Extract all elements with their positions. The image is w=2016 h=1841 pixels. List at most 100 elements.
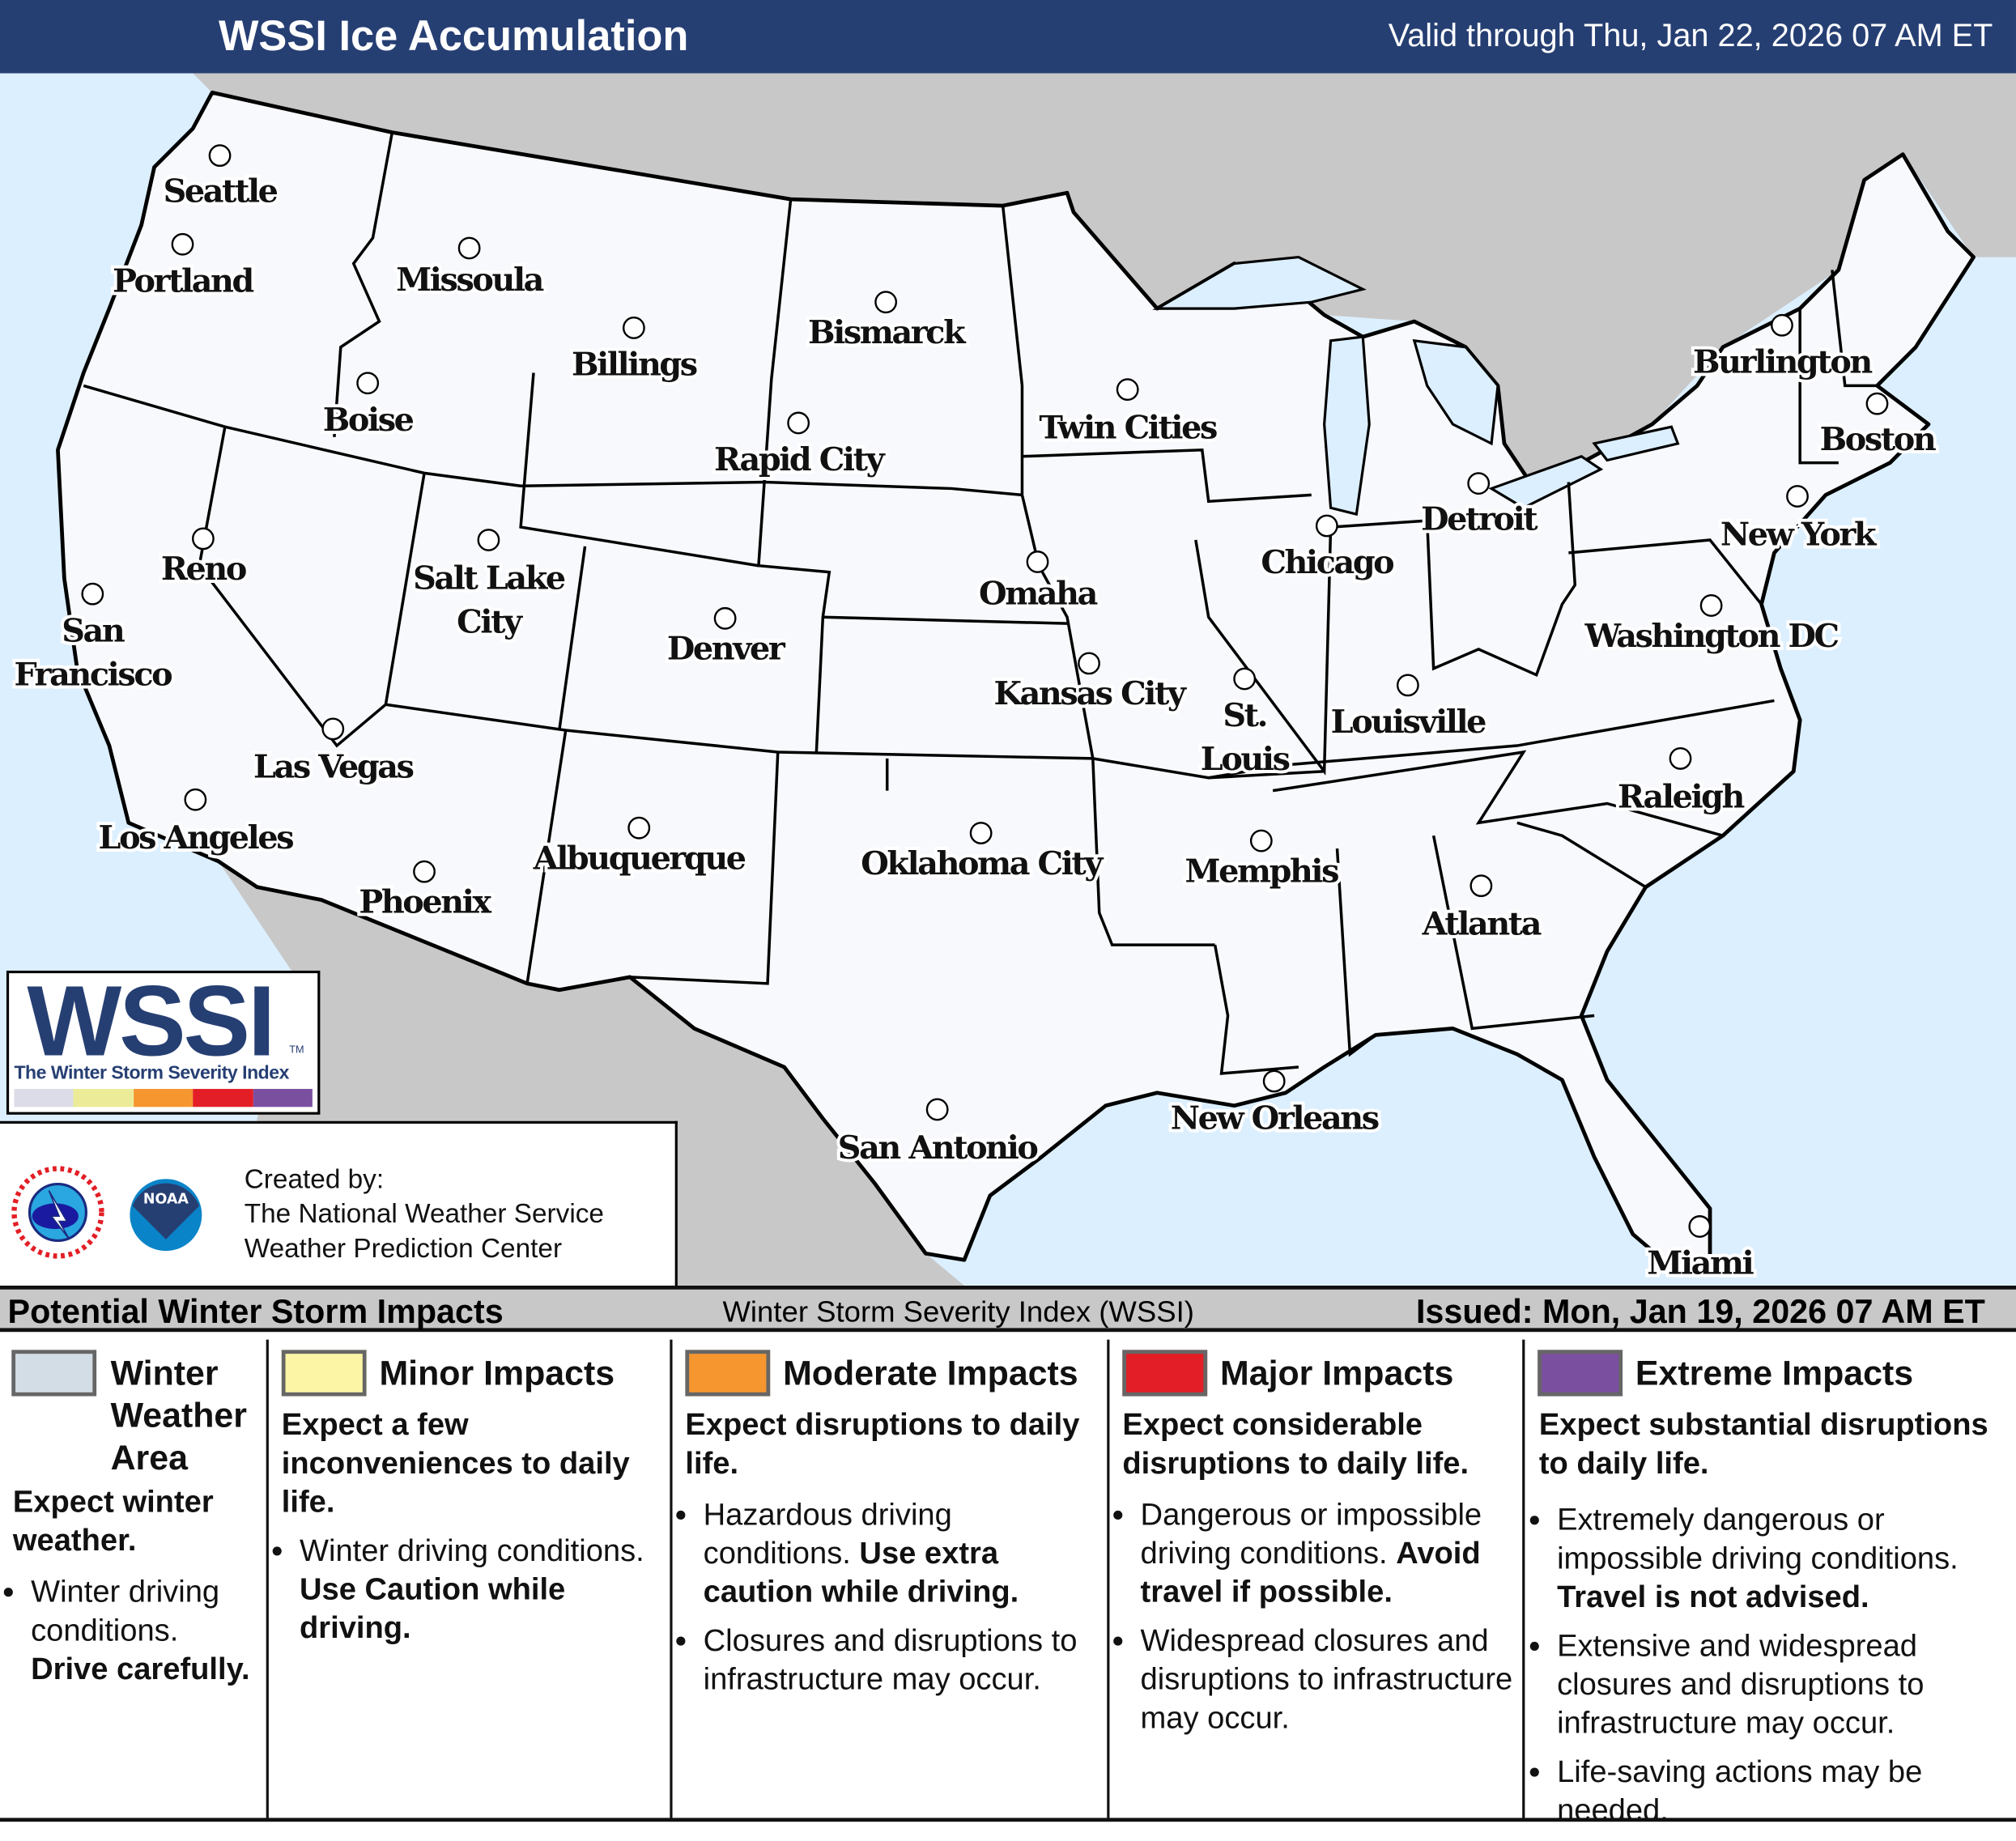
issued-time: Issued: Mon, Jan 19, 2026 07 AM ET [1415, 1291, 1985, 1331]
city-dot [1688, 1215, 1712, 1238]
city-san-francisco: San Francisco [11, 582, 177, 696]
city-phoenix: Phoenix [355, 860, 497, 924]
city-los-angeles: Los Angeles [96, 788, 299, 860]
legend-bullet: Life-saving actions may be needed. [1557, 1754, 2008, 1830]
city-dot [1669, 747, 1692, 770]
city-markers: Seattle Portland Missoula Billings Bismarck B… [11, 144, 1941, 1286]
city-san-antonio: San Antonio [835, 1098, 1043, 1170]
legend-title: Minor Impacts [379, 1354, 615, 1392]
city-boise: Boise [320, 372, 419, 442]
city-boston: Boston [1817, 392, 1941, 461]
city-label: Kansas City [993, 675, 1187, 712]
city-label: Billings [572, 347, 697, 384]
credit-text: Created by: The National Weather Service… [245, 1163, 604, 1267]
city-dot [1467, 472, 1491, 495]
legend-winter-weather: Winter Weather Area Expect winter weather.… [0, 1340, 266, 1818]
credit-line-3: Weather Prediction Center [244, 1234, 563, 1265]
city-dot [1249, 829, 1273, 852]
city-denver: Denver [664, 606, 791, 671]
city-dot [1233, 667, 1257, 691]
city-label: Albuquerque [533, 840, 746, 877]
city-rapid-city: Rapid City [711, 411, 891, 482]
city-dot [713, 606, 737, 630]
header-bar: WSSI Ice Accumulation Valid through Thu,… [0, 0, 2016, 76]
city-dot [1315, 514, 1338, 538]
city-missoula: Missoula [393, 236, 549, 302]
city-salt-lake-city: Salt Lake City [410, 529, 570, 644]
city-raleigh: Raleigh [1614, 747, 1750, 818]
legend-title: Moderate Impacts [783, 1354, 1078, 1392]
city-label: Denver [667, 631, 786, 668]
city-label: Bismarck [808, 314, 967, 351]
city-dot [1865, 392, 1889, 415]
city-label: Raleigh [1618, 778, 1744, 815]
legend-expect: Expect disruptions to daily life. [685, 1407, 1080, 1482]
city-label: Francisco [14, 656, 172, 693]
city-dot [1078, 652, 1100, 675]
city-label: Oklahoma City [861, 845, 1104, 882]
city-st-louis: St. Louis [1197, 667, 1295, 781]
city-label: Miami [1647, 1245, 1754, 1282]
city-label: Los Angeles [99, 819, 294, 857]
legend-expect: Expect winter weather. [12, 1485, 214, 1558]
city-label: New Orleans [1171, 1099, 1379, 1137]
city-burlington: Burlington [1690, 313, 1878, 384]
valid-time: Valid through Thu, Jan 22, 2026 07 AM ET [1388, 18, 1993, 54]
city-louisville: Louisville [1328, 674, 1491, 744]
city-label: Burlington [1693, 344, 1872, 381]
legend-bullet: Extensive and widespread closures and di… [1557, 1627, 2008, 1743]
city-dot [171, 232, 194, 256]
city-albuquerque: Albuquerque [530, 816, 751, 880]
city-label: Seattle [164, 172, 278, 210]
city-chicago: Chicago [1257, 514, 1399, 585]
city-detroit: Detroit [1418, 472, 1544, 541]
legend-bullet: Hazardous driving conditions. Use extra … [704, 1496, 1104, 1612]
swatch-winter [14, 1089, 74, 1108]
wssi-logo: WSSI TM The Winter Storm Severity Index [6, 964, 321, 1115]
city-label: Boston [1820, 421, 1936, 458]
city-seattle: Seattle [160, 144, 283, 213]
legend-bullet: Extremely dangerous or impossible drivin… [1557, 1502, 2008, 1618]
legend-major: Major Impacts Expect considerable disrup… [1107, 1339, 1525, 1818]
major-swatch [1122, 1350, 1208, 1397]
swatch-extreme [253, 1089, 313, 1108]
legend-moderate: Moderate Impacts Expect disruptions to d… [670, 1339, 1109, 1818]
swatch-major [193, 1089, 253, 1108]
swatch-minor [74, 1089, 134, 1108]
city-dot [1771, 313, 1793, 337]
city-dot [1396, 674, 1419, 697]
great-lakes [1152, 255, 1680, 517]
trademark: TM [289, 1044, 304, 1056]
city-twin-cities: Twin Cities [1036, 378, 1222, 449]
legend-expect: Expect considerable disruptions to daily… [1122, 1407, 1469, 1482]
us-map: Seattle Portland Missoula Billings Bismarck B… [0, 73, 2016, 1286]
city-label: Louisville [1331, 704, 1486, 741]
city-label: Louis [1201, 741, 1290, 778]
city-dot [1469, 874, 1493, 898]
minor-swatch [281, 1350, 367, 1397]
wssi-tagline: The Winter Storm Severity Index [14, 1063, 289, 1084]
legend-heading: Potential Winter Storm Impacts [7, 1291, 504, 1331]
city-dot [477, 529, 500, 551]
city-dot [1116, 378, 1139, 402]
noaa-seal-label: NOAA [143, 1191, 189, 1207]
city-dot [192, 527, 215, 551]
city-memphis: Memphis [1182, 829, 1343, 893]
impact-legend: Winter Weather Area Expect winter weather.… [0, 1332, 2016, 1828]
severity-color-bar [14, 1089, 313, 1108]
legend-title: Winter Weather Area [110, 1354, 247, 1477]
legend-title: Major Impacts [1220, 1354, 1454, 1392]
city-dot [1026, 551, 1049, 573]
legend-bullet: Widespread closures and disruptions to i… [1141, 1622, 1524, 1738]
legend-title: Extreme Impacts [1635, 1354, 1914, 1392]
city-dot [81, 582, 104, 606]
city-dot [457, 236, 481, 260]
legend-extreme: Extreme Impacts Expect substantial disru… [1522, 1339, 2016, 1828]
city-label: San [62, 612, 125, 649]
legend-expect: Expect a few inconveniences to daily lif… [281, 1407, 630, 1520]
city-dot [356, 372, 380, 395]
extreme-swatch [1538, 1350, 1623, 1397]
swatch-moderate [133, 1089, 194, 1108]
credit-box: NOAA Created by: The National Weather Se… [0, 1120, 678, 1290]
